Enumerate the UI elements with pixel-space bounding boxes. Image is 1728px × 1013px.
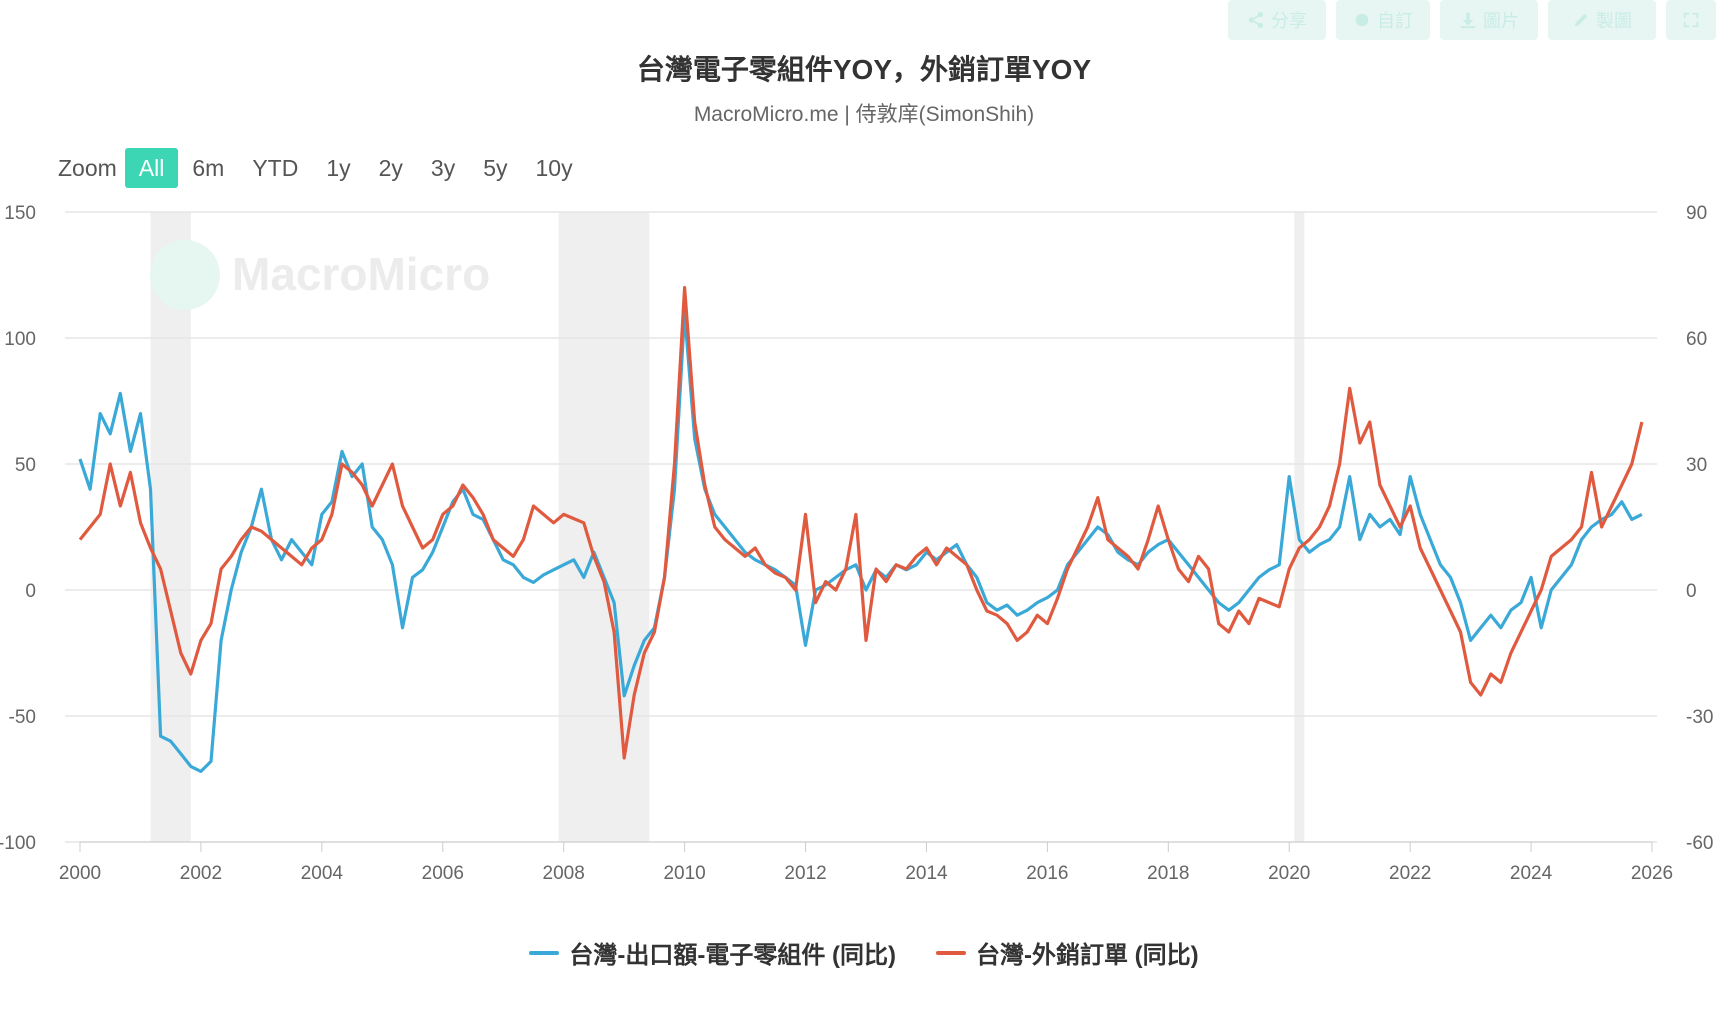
zoom-2y-button[interactable]: 2y — [378, 155, 403, 181]
y-left-tick-label: -100 — [0, 833, 36, 854]
y-left-tick-label: 50 — [15, 455, 36, 476]
y-right-tick-label: -60 — [1686, 833, 1713, 854]
y-right-tick-label: 0 — [1686, 581, 1697, 602]
chart-legend: 台灣-出口額-電子零組件 (同比) 台灣-外銷訂單 (同比) — [0, 935, 1728, 970]
recession-band — [150, 212, 191, 842]
fullscreen-icon — [1683, 12, 1699, 28]
draw-label: 製圖 — [1596, 11, 1632, 31]
x-axis: 2000 2002 2004 2006 2008 2010 2012 2014 2016 2018… — [59, 841, 1673, 884]
zoom-selector: Zoom All 6m YTD 1y 2y 3y 5y 10y — [58, 148, 587, 188]
watermark-logo: MacroMicro — [150, 240, 490, 310]
share-label: 分享 — [1271, 11, 1307, 31]
zoom-6m-button[interactable]: 6m — [192, 155, 225, 181]
download-label: 圖片 — [1483, 11, 1519, 31]
chart-title: 台灣電子零組件YOY，外銷訂單YOY — [636, 54, 1092, 85]
y-left-tick-label: 0 — [25, 581, 36, 602]
customize-label: 自訂 — [1377, 11, 1413, 31]
y-left-tick-label: 150 — [4, 203, 36, 224]
x-tick-label: 2026 — [1631, 863, 1673, 884]
legend-item-electronic-components[interactable]: 台灣-出口額-電子零組件 (同比) — [529, 935, 896, 970]
x-tick-label: 2014 — [905, 863, 948, 884]
download-icon — [1460, 12, 1476, 29]
legend-swatch-blue — [529, 950, 560, 955]
legend-item-export-orders[interactable]: 台灣-外銷訂單 (同比) — [935, 935, 1199, 970]
gridlines — [65, 211, 1657, 843]
legend-label-electronic-components: 台灣-出口額-電子零組件 (同比) — [569, 942, 896, 969]
recession-bands — [150, 212, 1305, 842]
y-axis-right: 90 60 30 0 -30 -60 — [1686, 203, 1713, 854]
y-right-tick-label: 60 — [1686, 329, 1707, 350]
x-tick-label: 2022 — [1389, 863, 1431, 884]
y-axis-left: 150 100 50 0 -50 -100 — [0, 203, 36, 854]
series-lines — [78, 286, 1644, 773]
watermark-logo-icon — [150, 240, 220, 310]
zoom-3y-button[interactable]: 3y — [430, 155, 456, 181]
legend-swatch-red — [935, 950, 966, 955]
recession-band — [1294, 212, 1305, 842]
x-tick-label: 2008 — [543, 863, 585, 884]
x-tick-label: 2002 — [180, 863, 222, 884]
y-right-tick-label: 30 — [1686, 455, 1707, 476]
x-tick-label: 2004 — [301, 863, 344, 884]
pencil-icon — [1574, 13, 1588, 27]
x-tick-label: 2000 — [59, 863, 101, 884]
y-right-tick-label: 90 — [1686, 203, 1707, 224]
chart-toolbar: 分享 自訂 圖片 製圖 — [1228, 0, 1716, 40]
watermark-text: MacroMicro — [232, 248, 490, 300]
zoom-ytd-button[interactable]: YTD — [252, 155, 299, 181]
y-left-tick-label: 100 — [4, 329, 36, 350]
zoom-5y-button[interactable]: 5y — [483, 155, 508, 181]
line-chart: MacroMicro 150 100 50 0 -50 -100 90 60 30 0 -30 -6… — [0, 203, 1713, 884]
series-line-electronic-components — [78, 311, 1643, 773]
zoom-10y-button[interactable]: 10y — [535, 155, 573, 181]
x-tick-label: 2016 — [1026, 863, 1068, 884]
legend-label-export-orders: 台灣-外銷訂單 (同比) — [975, 942, 1199, 969]
x-tick-label: 2024 — [1510, 863, 1553, 884]
chart-subtitle: MacroMicro.me | 侍敦庠(SimonShih) — [693, 103, 1035, 126]
series-line-export-orders — [78, 286, 1644, 760]
customize-button[interactable]: 自訂 — [1336, 0, 1430, 40]
share-button[interactable]: 分享 — [1228, 0, 1326, 40]
x-tick-label: 2010 — [663, 863, 705, 884]
x-tick-label: 2018 — [1147, 863, 1189, 884]
y-left-tick-label: -50 — [9, 707, 36, 728]
x-tick-label: 2020 — [1268, 863, 1310, 884]
gear-icon — [1355, 13, 1369, 27]
fullscreen-button[interactable] — [1666, 0, 1716, 40]
draw-chart-button[interactable]: 製圖 — [1548, 0, 1656, 40]
zoom-all-button[interactable]: All — [124, 148, 179, 188]
download-image-button[interactable]: 圖片 — [1440, 0, 1538, 40]
x-tick-label: 2006 — [422, 863, 464, 884]
y-right-tick-label: -30 — [1686, 707, 1713, 728]
zoom-1y-button[interactable]: 1y — [326, 155, 351, 181]
zoom-label: Zoom — [58, 154, 117, 181]
share-icon — [1248, 11, 1264, 29]
x-tick-label: 2012 — [784, 863, 826, 884]
recession-band — [558, 212, 650, 842]
